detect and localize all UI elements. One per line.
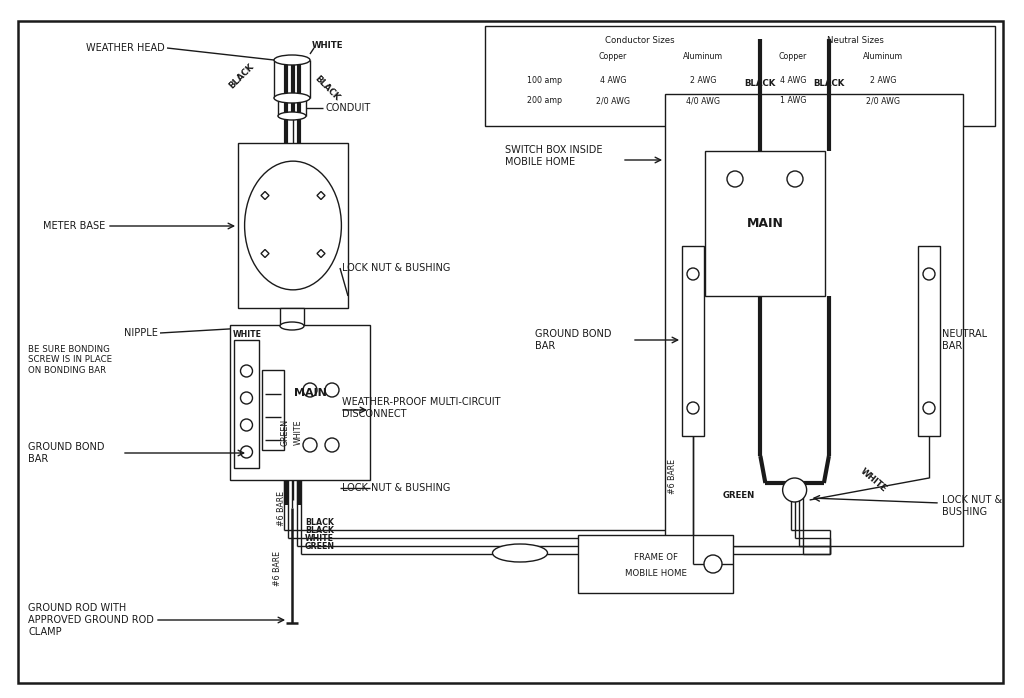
Text: MAIN: MAIN: [294, 387, 327, 397]
Text: 2 AWG: 2 AWG: [690, 76, 716, 85]
Text: 2 AWG: 2 AWG: [869, 76, 896, 85]
Bar: [289, 216, 297, 235]
Bar: [230, 325, 370, 480]
Text: GREEN: GREEN: [723, 491, 756, 500]
Circle shape: [705, 555, 722, 573]
Text: GROUND BOND
BAR: GROUND BOND BAR: [535, 329, 611, 351]
Ellipse shape: [274, 55, 310, 65]
Text: #6 BARE: #6 BARE: [278, 491, 287, 526]
Text: Aluminum: Aluminum: [683, 52, 723, 61]
Text: BLACK: BLACK: [305, 526, 334, 535]
Circle shape: [303, 383, 317, 397]
Text: 2/0 AWG: 2/0 AWG: [596, 96, 630, 105]
Text: 4 AWG: 4 AWG: [780, 76, 806, 85]
Circle shape: [687, 402, 699, 414]
Text: CONDUIT: CONDUIT: [325, 103, 371, 113]
Text: NIPPLE: NIPPLE: [124, 328, 158, 338]
Text: WHITE: WHITE: [305, 534, 334, 543]
Circle shape: [303, 438, 317, 452]
Ellipse shape: [245, 161, 341, 290]
Text: GROUND BOND
BAR: GROUND BOND BAR: [28, 443, 104, 463]
Text: 200 amp: 200 amp: [527, 96, 562, 105]
Text: WHITE: WHITE: [858, 466, 888, 493]
Circle shape: [923, 402, 935, 414]
Text: 4/0 AWG: 4/0 AWG: [686, 96, 720, 105]
Text: FRAME OF: FRAME OF: [634, 554, 678, 563]
Text: METER BASE: METER BASE: [43, 221, 105, 231]
Polygon shape: [261, 191, 269, 200]
Circle shape: [241, 392, 253, 404]
Text: LOCK NUT &
BUSHING: LOCK NUT & BUSHING: [942, 495, 1002, 517]
Text: 2/0 AWG: 2/0 AWG: [866, 96, 900, 105]
Bar: [485, 26, 995, 126]
Text: BLACK: BLACK: [744, 79, 776, 88]
Text: 1 AWG: 1 AWG: [780, 96, 806, 105]
Polygon shape: [317, 191, 325, 200]
Text: BE SURE BONDING
SCREW IS IN PLACE
ON BONDING BAR: BE SURE BONDING SCREW IS IN PLACE ON BON…: [28, 345, 112, 375]
Text: Conductor Sizes: Conductor Sizes: [605, 36, 675, 45]
Text: WHITE: WHITE: [294, 419, 302, 445]
Bar: [262, 370, 284, 450]
Text: WEATHER HEAD: WEATHER HEAD: [86, 43, 165, 53]
Bar: [705, 151, 825, 296]
Text: LOCK NUT & BUSHING: LOCK NUT & BUSHING: [342, 263, 451, 273]
Text: LOCK NUT & BUSHING: LOCK NUT & BUSHING: [342, 483, 451, 493]
Circle shape: [782, 478, 807, 502]
Bar: [238, 143, 348, 308]
Text: 100 amp: 100 amp: [527, 76, 562, 85]
Text: Copper: Copper: [779, 52, 807, 61]
Circle shape: [325, 383, 339, 397]
Text: SWITCH BOX INSIDE
MOBILE HOME: SWITCH BOX INSIDE MOBILE HOME: [505, 145, 602, 167]
Ellipse shape: [274, 93, 310, 103]
Ellipse shape: [278, 112, 306, 120]
Text: MAIN: MAIN: [746, 217, 783, 230]
Ellipse shape: [493, 544, 548, 562]
Text: Copper: Copper: [599, 52, 627, 61]
Text: 4 AWG: 4 AWG: [600, 76, 627, 85]
Circle shape: [241, 446, 253, 458]
Text: BLACK: BLACK: [813, 79, 845, 88]
Text: BLACK: BLACK: [227, 61, 256, 90]
Bar: [234, 340, 259, 468]
Text: WHITE: WHITE: [232, 330, 261, 339]
Text: WEATHER-PROOF MULTI-CIRCUIT
DISCONNECT: WEATHER-PROOF MULTI-CIRCUIT DISCONNECT: [342, 397, 501, 419]
Bar: [578, 535, 733, 593]
Circle shape: [787, 171, 803, 187]
Text: Neutral Sizes: Neutral Sizes: [826, 36, 884, 45]
Text: GROUND ROD WITH
APPROVED GROUND ROD
CLAMP: GROUND ROD WITH APPROVED GROUND ROD CLAM…: [28, 603, 154, 637]
Circle shape: [241, 365, 253, 377]
Circle shape: [687, 268, 699, 280]
Text: MOBILE HOME: MOBILE HOME: [625, 570, 686, 579]
Text: BLACK: BLACK: [312, 74, 341, 103]
Text: #6 BARE: #6 BARE: [273, 551, 283, 586]
Bar: [918, 246, 940, 436]
Text: NEUTRAL
BAR: NEUTRAL BAR: [942, 329, 987, 351]
Text: Aluminum: Aluminum: [863, 52, 903, 61]
Polygon shape: [261, 249, 269, 258]
Bar: [280, 308, 304, 326]
Text: WHITE: WHITE: [312, 41, 343, 50]
Text: #6 BARE: #6 BARE: [668, 459, 677, 493]
Circle shape: [325, 438, 339, 452]
Text: GREEN: GREEN: [305, 542, 335, 551]
Circle shape: [923, 268, 935, 280]
Bar: [682, 246, 705, 436]
Circle shape: [727, 171, 743, 187]
Polygon shape: [317, 249, 325, 258]
Text: GREEN: GREEN: [281, 418, 290, 445]
Bar: [665, 94, 963, 546]
Text: BLACK: BLACK: [305, 518, 334, 527]
Ellipse shape: [280, 322, 304, 330]
Circle shape: [241, 419, 253, 431]
